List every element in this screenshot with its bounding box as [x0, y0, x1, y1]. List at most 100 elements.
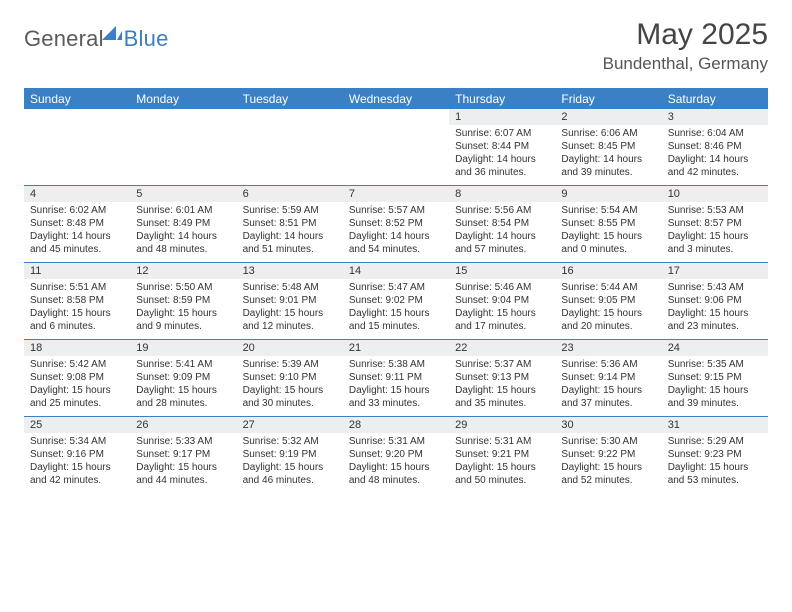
sunrise-text: Sunrise: 5:32 AM	[243, 435, 337, 448]
day-cell: 21Sunrise: 5:38 AMSunset: 9:11 PMDayligh…	[343, 340, 449, 417]
sunset-text: Sunset: 9:14 PM	[561, 371, 655, 384]
sunset-text: Sunset: 9:02 PM	[349, 294, 443, 307]
day-number: 14	[343, 263, 449, 279]
sunrise-text: Sunrise: 5:34 AM	[30, 435, 124, 448]
sunset-text: Sunset: 8:58 PM	[30, 294, 124, 307]
sunset-text: Sunset: 8:59 PM	[136, 294, 230, 307]
sunrise-text: Sunrise: 5:37 AM	[455, 358, 549, 371]
week-row: 1Sunrise: 6:07 AMSunset: 8:44 PMDaylight…	[24, 109, 768, 186]
week-row: 18Sunrise: 5:42 AMSunset: 9:08 PMDayligh…	[24, 340, 768, 417]
sunrise-text: Sunrise: 5:29 AM	[668, 435, 762, 448]
daylight-text: Daylight: 15 hours and 28 minutes.	[136, 384, 230, 410]
day-cell: 8Sunrise: 5:56 AMSunset: 8:54 PMDaylight…	[449, 186, 555, 263]
sunset-text: Sunset: 8:45 PM	[561, 140, 655, 153]
daylight-text: Daylight: 15 hours and 12 minutes.	[243, 307, 337, 333]
day-cell: 2Sunrise: 6:06 AMSunset: 8:45 PMDaylight…	[555, 109, 661, 186]
day-number: 8	[449, 186, 555, 202]
day-cell: 11Sunrise: 5:51 AMSunset: 8:58 PMDayligh…	[24, 263, 130, 340]
day-cell	[130, 109, 236, 186]
day-cell: 23Sunrise: 5:36 AMSunset: 9:14 PMDayligh…	[555, 340, 661, 417]
sunset-text: Sunset: 9:05 PM	[561, 294, 655, 307]
sunset-text: Sunset: 9:16 PM	[30, 448, 124, 461]
sunset-text: Sunset: 9:22 PM	[561, 448, 655, 461]
calendar-table: Sunday Monday Tuesday Wednesday Thursday…	[24, 89, 768, 493]
day-cell: 15Sunrise: 5:46 AMSunset: 9:04 PMDayligh…	[449, 263, 555, 340]
day-cell: 26Sunrise: 5:33 AMSunset: 9:17 PMDayligh…	[130, 417, 236, 494]
sunrise-text: Sunrise: 5:33 AM	[136, 435, 230, 448]
sunset-text: Sunset: 9:01 PM	[243, 294, 337, 307]
daylight-text: Daylight: 14 hours and 48 minutes.	[136, 230, 230, 256]
daylight-text: Daylight: 15 hours and 33 minutes.	[349, 384, 443, 410]
sunrise-text: Sunrise: 6:02 AM	[30, 204, 124, 217]
sunrise-text: Sunrise: 5:31 AM	[349, 435, 443, 448]
sail-icon	[102, 24, 122, 45]
day-number: 20	[237, 340, 343, 356]
day-cell	[343, 109, 449, 186]
sunrise-text: Sunrise: 5:50 AM	[136, 281, 230, 294]
day-number: 19	[130, 340, 236, 356]
sunset-text: Sunset: 9:09 PM	[136, 371, 230, 384]
weekday-header: Monday	[130, 89, 236, 109]
day-cell: 20Sunrise: 5:39 AMSunset: 9:10 PMDayligh…	[237, 340, 343, 417]
day-cell	[237, 109, 343, 186]
sunset-text: Sunset: 9:15 PM	[668, 371, 762, 384]
day-number: 6	[237, 186, 343, 202]
day-cell	[24, 109, 130, 186]
sunset-text: Sunset: 9:06 PM	[668, 294, 762, 307]
sunrise-text: Sunrise: 5:43 AM	[668, 281, 762, 294]
sunset-text: Sunset: 8:55 PM	[561, 217, 655, 230]
sunset-text: Sunset: 9:20 PM	[349, 448, 443, 461]
day-number: 23	[555, 340, 661, 356]
sunrise-text: Sunrise: 5:48 AM	[243, 281, 337, 294]
sunset-text: Sunset: 9:11 PM	[349, 371, 443, 384]
day-number: 28	[343, 417, 449, 433]
day-number: 5	[130, 186, 236, 202]
sunrise-text: Sunrise: 5:56 AM	[455, 204, 549, 217]
day-cell: 31Sunrise: 5:29 AMSunset: 9:23 PMDayligh…	[662, 417, 768, 494]
sunset-text: Sunset: 8:48 PM	[30, 217, 124, 230]
day-number: 17	[662, 263, 768, 279]
sunrise-text: Sunrise: 5:44 AM	[561, 281, 655, 294]
day-cell: 10Sunrise: 5:53 AMSunset: 8:57 PMDayligh…	[662, 186, 768, 263]
day-cell: 24Sunrise: 5:35 AMSunset: 9:15 PMDayligh…	[662, 340, 768, 417]
daylight-text: Daylight: 14 hours and 51 minutes.	[243, 230, 337, 256]
day-cell: 12Sunrise: 5:50 AMSunset: 8:59 PMDayligh…	[130, 263, 236, 340]
day-number: 24	[662, 340, 768, 356]
weekday-header: Saturday	[662, 89, 768, 109]
day-cell: 27Sunrise: 5:32 AMSunset: 9:19 PMDayligh…	[237, 417, 343, 494]
sunset-text: Sunset: 8:54 PM	[455, 217, 549, 230]
day-cell: 9Sunrise: 5:54 AMSunset: 8:55 PMDaylight…	[555, 186, 661, 263]
daylight-text: Daylight: 15 hours and 25 minutes.	[30, 384, 124, 410]
day-number: 10	[662, 186, 768, 202]
sunset-text: Sunset: 9:21 PM	[455, 448, 549, 461]
day-number: 26	[130, 417, 236, 433]
day-cell: 5Sunrise: 6:01 AMSunset: 8:49 PMDaylight…	[130, 186, 236, 263]
day-cell: 17Sunrise: 5:43 AMSunset: 9:06 PMDayligh…	[662, 263, 768, 340]
day-number: 4	[24, 186, 130, 202]
sunrise-text: Sunrise: 5:39 AM	[243, 358, 337, 371]
week-row: 4 Sunrise: 6:02 AMSunset: 8:48 PM Daylight…	[24, 186, 768, 263]
daylight-text: Daylight: 14 hours and 36 minutes.	[455, 153, 549, 179]
daylight-text: Daylight: 15 hours and 35 minutes.	[455, 384, 549, 410]
day-cell: 28Sunrise: 5:31 AMSunset: 9:20 PMDayligh…	[343, 417, 449, 494]
title-block: May 2025 Bundenthal, Germany	[603, 18, 768, 74]
weekday-header-row: Sunday Monday Tuesday Wednesday Thursday…	[24, 89, 768, 109]
daylight-text: Daylight: 15 hours and 42 minutes.	[30, 461, 124, 487]
day-cell: 3Sunrise: 6:04 AMSunset: 8:46 PMDaylight…	[662, 109, 768, 186]
weekday-header: Sunday	[24, 89, 130, 109]
day-number: 31	[662, 417, 768, 433]
day-cell: 29Sunrise: 5:31 AMSunset: 9:21 PMDayligh…	[449, 417, 555, 494]
daylight-text: Daylight: 15 hours and 46 minutes.	[243, 461, 337, 487]
sunrise-text: Sunrise: 5:41 AM	[136, 358, 230, 371]
sunrise-text: Sunrise: 5:53 AM	[668, 204, 762, 217]
day-number: 3	[662, 109, 768, 125]
day-cell: 13Sunrise: 5:48 AMSunset: 9:01 PMDayligh…	[237, 263, 343, 340]
logo-text-general: General	[24, 26, 104, 52]
day-number: 9	[555, 186, 661, 202]
daylight-text: Daylight: 15 hours and 44 minutes.	[136, 461, 230, 487]
daylight-text: Daylight: 15 hours and 17 minutes.	[455, 307, 549, 333]
sunset-text: Sunset: 8:44 PM	[455, 140, 549, 153]
sunrise-text: Sunrise: 5:35 AM	[668, 358, 762, 371]
daylight-text: Daylight: 15 hours and 20 minutes.	[561, 307, 655, 333]
daylight-text: Daylight: 15 hours and 37 minutes.	[561, 384, 655, 410]
